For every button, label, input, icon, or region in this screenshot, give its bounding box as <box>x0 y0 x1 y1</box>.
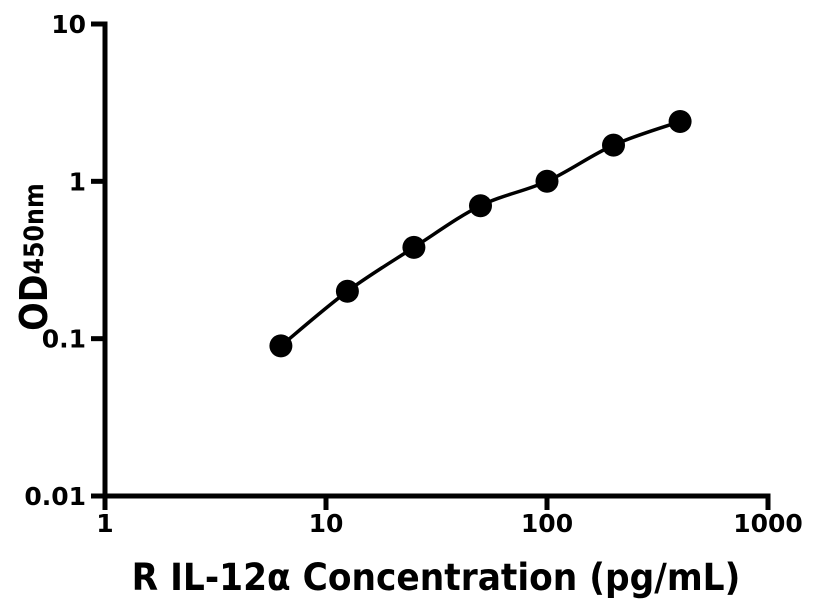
y-axis-title-subscript: 450nm <box>19 183 50 275</box>
y-tick-label: 0.01 <box>24 482 86 511</box>
data-point <box>335 279 359 303</box>
data-point <box>469 194 492 218</box>
x-axis-title: R IL-12α Concentration (pg/mL) <box>131 556 741 599</box>
standard-curve-line <box>279 119 681 348</box>
y-tick-label: 0.1 <box>42 325 86 354</box>
data-point <box>402 235 426 259</box>
y-tick-label: 10 <box>51 10 86 39</box>
y-axis-title: OD450nm <box>12 183 56 330</box>
data-point <box>668 110 692 133</box>
x-tick-label: 1000 <box>733 509 803 538</box>
x-tick-label: 10 <box>309 509 344 538</box>
data-point <box>269 334 293 358</box>
data-point <box>535 169 559 193</box>
x-tick-label: 100 <box>521 509 573 538</box>
data-point <box>602 133 625 157</box>
y-tick-label: 1 <box>69 167 86 196</box>
y-axis-title-main: OD <box>12 274 56 331</box>
x-tick-label: 1 <box>96 509 113 538</box>
